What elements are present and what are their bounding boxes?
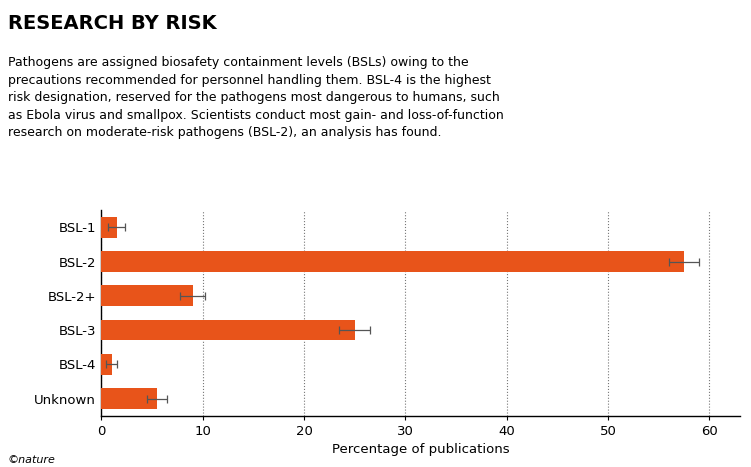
Bar — [101, 251, 684, 272]
X-axis label: Percentage of publications: Percentage of publications — [332, 443, 509, 456]
Text: ©nature: ©nature — [8, 455, 56, 465]
Bar — [101, 388, 157, 409]
Bar — [101, 217, 116, 238]
Text: RESEARCH BY RISK: RESEARCH BY RISK — [8, 14, 216, 33]
Text: Pathogens are assigned biosafety containment levels (BSLs) owing to the
precauti: Pathogens are assigned biosafety contain… — [8, 56, 503, 139]
Bar — [101, 354, 111, 375]
Bar — [101, 320, 354, 340]
Bar — [101, 285, 192, 306]
